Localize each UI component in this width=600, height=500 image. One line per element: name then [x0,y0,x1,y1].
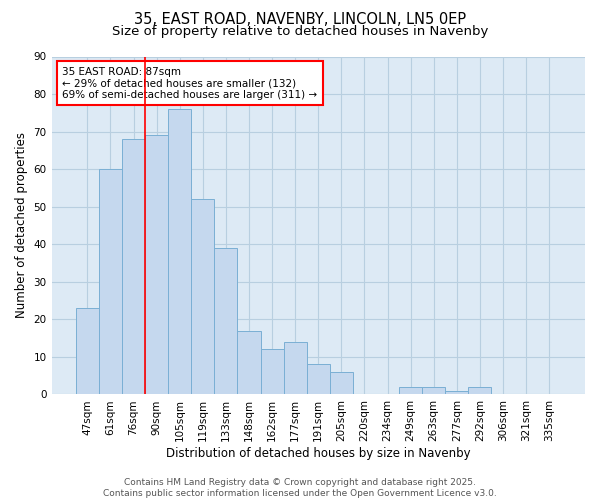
Bar [99,169,122,394]
Bar [469,387,491,394]
Bar [284,342,307,394]
Text: 35, EAST ROAD, NAVENBY, LINCOLN, LN5 0EP: 35, EAST ROAD, NAVENBY, LINCOLN, LN5 0EP [134,12,466,28]
Bar [330,372,353,394]
Bar [238,330,260,394]
Bar [191,199,214,394]
Bar [307,364,330,394]
Bar [422,387,445,394]
Bar [145,136,168,394]
Bar [214,248,238,394]
Bar [260,350,284,395]
Bar [76,308,99,394]
Y-axis label: Number of detached properties: Number of detached properties [15,132,28,318]
Text: 35 EAST ROAD: 87sqm
← 29% of detached houses are smaller (132)
69% of semi-detac: 35 EAST ROAD: 87sqm ← 29% of detached ho… [62,66,317,100]
X-axis label: Distribution of detached houses by size in Navenby: Distribution of detached houses by size … [166,447,470,460]
Text: Size of property relative to detached houses in Navenby: Size of property relative to detached ho… [112,25,488,38]
Bar [168,109,191,395]
Text: Contains HM Land Registry data © Crown copyright and database right 2025.
Contai: Contains HM Land Registry data © Crown c… [103,478,497,498]
Bar [445,390,469,394]
Bar [399,387,422,394]
Bar [122,139,145,394]
